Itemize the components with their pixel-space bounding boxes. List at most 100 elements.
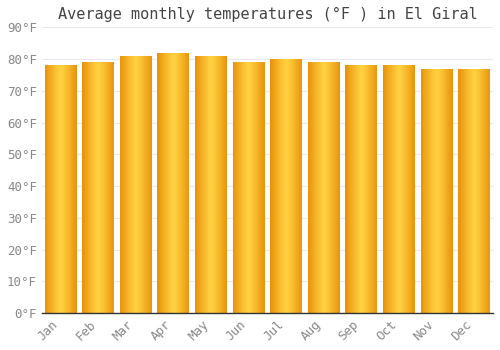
Bar [122,56,123,313]
Bar [275,59,276,313]
Bar [473,69,474,313]
Bar [202,56,203,313]
Bar [428,69,429,313]
Bar [406,65,407,313]
Bar [422,69,423,313]
Bar [489,69,490,313]
Bar [164,53,165,313]
Bar [461,69,462,313]
Bar [158,53,159,313]
Bar [160,53,161,313]
Bar [289,59,290,313]
Bar [315,62,316,313]
Bar [319,62,320,313]
Bar [274,59,275,313]
Bar [139,56,140,313]
Bar [97,62,98,313]
Bar [438,69,439,313]
Bar [285,59,286,313]
Bar [480,69,481,313]
Bar [60,65,61,313]
Bar [239,62,240,313]
Bar [83,62,84,313]
Bar [165,53,166,313]
Bar [339,62,340,313]
Bar [298,59,299,313]
Bar [74,65,75,313]
Bar [261,62,262,313]
Bar [112,62,113,313]
Bar [317,62,318,313]
Bar [464,69,465,313]
Bar [168,53,169,313]
Bar [397,65,398,313]
Bar [62,65,64,313]
Bar [94,62,95,313]
Bar [483,69,484,313]
Bar [466,69,467,313]
Bar [247,62,248,313]
Bar [186,53,188,313]
Bar [104,62,105,313]
Bar [435,69,436,313]
Bar [347,65,348,313]
Bar [238,62,239,313]
Bar [288,59,289,313]
Bar [420,69,421,313]
Bar [472,69,473,313]
Bar [444,69,445,313]
Bar [358,65,359,313]
Bar [414,65,415,313]
Bar [254,62,255,313]
Bar [440,69,441,313]
Bar [412,65,413,313]
Bar [394,65,395,313]
Bar [276,59,277,313]
Bar [355,65,356,313]
Bar [325,62,326,313]
Bar [351,65,352,313]
Bar [377,65,378,313]
Bar [212,56,213,313]
Bar [144,56,145,313]
Bar [188,53,189,313]
Bar [362,65,363,313]
Bar [431,69,432,313]
Bar [50,65,51,313]
Bar [293,59,294,313]
Bar [331,62,332,313]
Bar [137,56,138,313]
Bar [301,59,302,313]
Bar [405,65,406,313]
Bar [134,56,135,313]
Bar [70,65,72,313]
Bar [173,53,174,313]
Bar [257,62,258,313]
Bar [75,65,76,313]
Bar [295,59,296,313]
Bar [368,65,369,313]
Bar [383,65,384,313]
Bar [146,56,147,313]
Bar [245,62,246,313]
Bar [195,56,196,313]
Bar [161,53,162,313]
Bar [282,59,283,313]
Bar [167,53,168,313]
Bar [449,69,450,313]
Bar [396,65,397,313]
Bar [350,65,351,313]
Bar [176,53,177,313]
Bar [197,56,198,313]
Bar [251,62,252,313]
Bar [46,65,47,313]
Bar [142,56,144,313]
Bar [286,59,287,313]
Bar [279,59,280,313]
Bar [360,65,361,313]
Bar [87,62,88,313]
Bar [90,62,91,313]
Bar [249,62,250,313]
Bar [244,62,245,313]
Bar [250,62,251,313]
